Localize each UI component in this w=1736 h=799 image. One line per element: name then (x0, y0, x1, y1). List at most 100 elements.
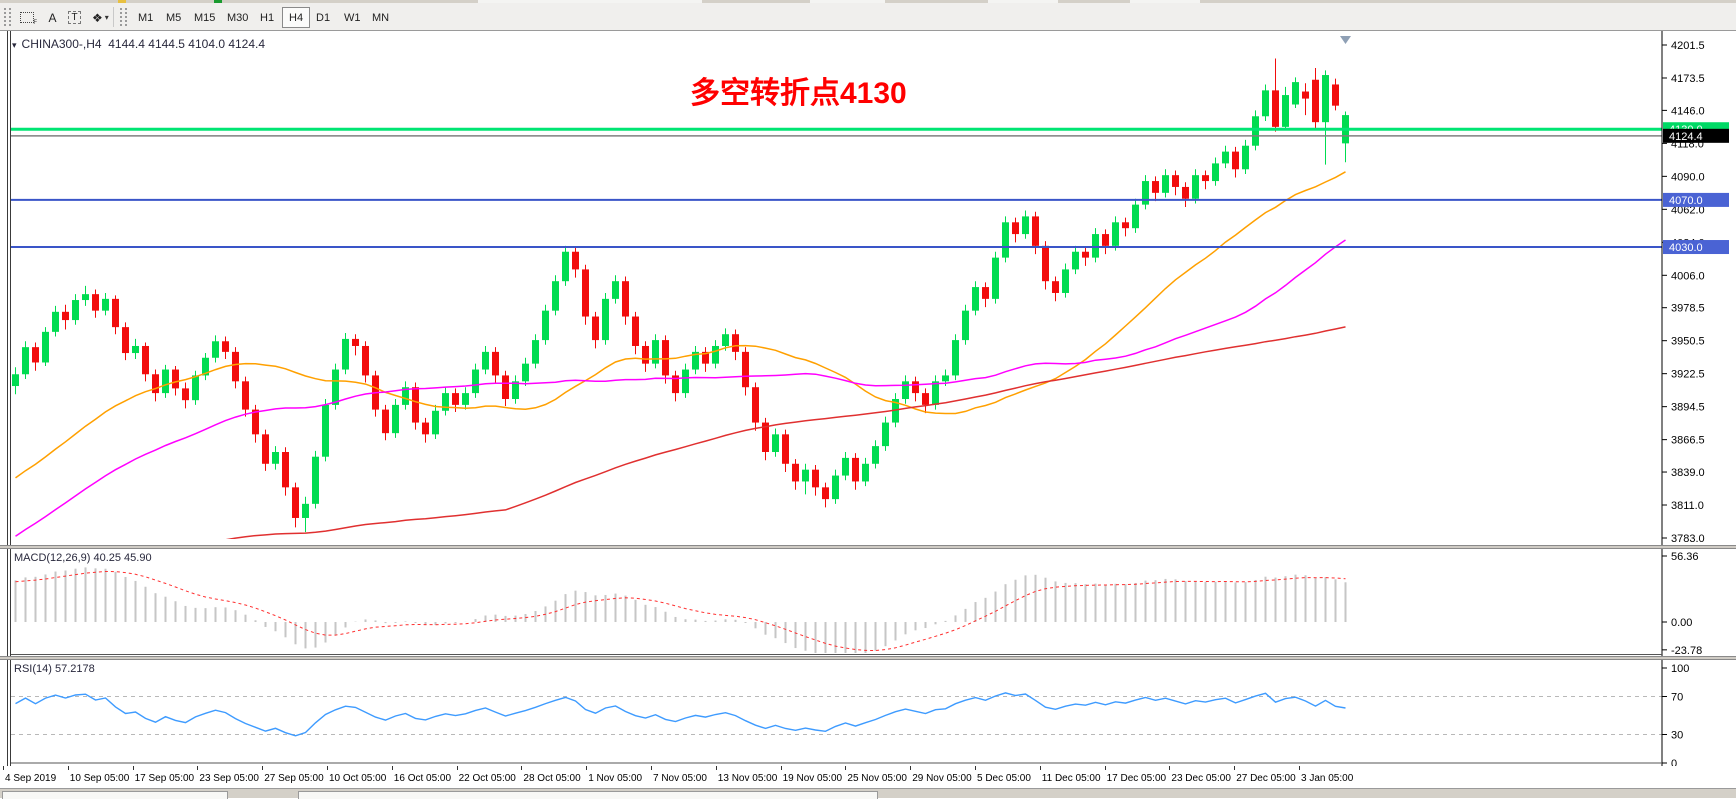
clipped-ui-fragment (810, 0, 885, 3)
x-axis-tick (1104, 766, 1106, 770)
x-axis-tick (651, 766, 652, 770)
x-axis-label: 17 Dec 05:00 (1106, 773, 1167, 784)
x-axis-label: 7 Nov 05:00 (653, 773, 707, 784)
x-axis-label: 4 Sep 2019 (5, 773, 57, 784)
svg-text:3783.0: 3783.0 (1671, 533, 1705, 545)
timeframe-m5[interactable]: M5 (166, 11, 182, 24)
toolbar-drag-handle[interactable] (120, 8, 127, 26)
clipped-tab[interactable] (2, 791, 228, 799)
x-axis-label: 10 Oct 05:00 (329, 773, 387, 784)
x-axis-label: 3 Jan 05:00 (1301, 773, 1354, 784)
timeframe-mn[interactable]: MN (372, 11, 390, 24)
x-axis-tick (327, 766, 328, 770)
timeframe-d1[interactable]: D1 (316, 11, 331, 24)
moving-averages-group (15, 171, 1346, 539)
svg-text:4006.0: 4006.0 (1671, 270, 1705, 282)
macd-axis-ticks: 56.36 0.00 -23.78 (1662, 551, 1702, 656)
macd-indicator-label: MACD(12,26,9) 40.25 45.90 (14, 552, 152, 564)
x-axis-label: 25 Nov 05:00 (847, 773, 907, 784)
svg-text:3839.0: 3839.0 (1671, 467, 1705, 479)
x-axis-tick (456, 766, 458, 770)
chart-left-frame (7, 31, 8, 788)
timeframe-m1[interactable]: M1 (138, 11, 154, 24)
candlestick-chart[interactable]: 4201.54173.54146.04118.04090.04062.04034… (0, 31, 1736, 545)
chart-window (0, 31, 1736, 788)
fast-ma-line (15, 171, 1346, 479)
svg-text:0: 0 (1671, 758, 1677, 766)
macd-histogram (14, 567, 1347, 653)
x-axis-tick (1169, 766, 1171, 770)
horizontal-levels-group[interactable] (11, 127, 1662, 249)
timeframe-h1[interactable]: H1 (260, 11, 275, 24)
chart-left-frame (10, 31, 11, 788)
arrows-tool-icon[interactable]: ❖ ▾ (92, 10, 109, 25)
svg-text:30: 30 (1671, 730, 1683, 742)
svg-text:4030.0: 4030.0 (1669, 242, 1703, 254)
medium-ma-line (15, 239, 1346, 537)
clipped-ui-fragment (1130, 0, 1200, 3)
svg-text:3811.0: 3811.0 (1671, 500, 1704, 512)
x-axis-tick (910, 766, 912, 770)
svg-text:4070.0: 4070.0 (1669, 195, 1703, 207)
clipped-icon-fragment (118, 0, 126, 3)
svg-text:4090.0: 4090.0 (1671, 171, 1705, 183)
candles-group (12, 58, 1349, 533)
x-axis-tick (1234, 766, 1236, 770)
svg-text:70: 70 (1671, 692, 1683, 704)
svg-text:56.36: 56.36 (1671, 551, 1699, 563)
expand-data-icon[interactable]: ▾ (12, 40, 17, 50)
rsi-chart[interactable]: 100 70 30 0 (0, 660, 1736, 766)
x-axis-tick (67, 766, 69, 770)
toolbar-separator (113, 7, 114, 27)
svg-text:3922.5: 3922.5 (1671, 369, 1705, 381)
x-axis-label: 27 Dec 05:00 (1236, 773, 1296, 784)
svg-text:4146.0: 4146.0 (1671, 105, 1705, 117)
toolbar-drag-handle[interactable] (4, 8, 11, 26)
slow-ma-line (225, 326, 1346, 539)
svg-text:3866.5: 3866.5 (1671, 435, 1705, 447)
text-label-tool-icon[interactable]: T (64, 7, 85, 28)
x-axis-label: 29 Nov 05:00 (912, 773, 972, 784)
panel-splitter[interactable] (0, 545, 1736, 549)
top-clipped-toolbar-row (0, 0, 1736, 3)
clipped-tab[interactable] (298, 791, 878, 799)
timeframe-m30[interactable]: M30 (227, 11, 249, 24)
timeframe-h4[interactable]: H4 (282, 7, 311, 28)
svg-text:0.00: 0.00 (1671, 617, 1692, 629)
price-axis-ticks: 4201.54173.54146.04118.04090.04062.04034… (1662, 40, 1705, 545)
symbol-ohlc-text: CHINA300-,H4 4144.4 4144.5 4104.0 4124.4 (21, 37, 266, 51)
x-axis-tick (132, 766, 134, 770)
symbol-ohlc-line: ▾ CHINA300-,H4 4144.4 4144.5 4104.0 4124.… (12, 37, 265, 51)
bottom-clipped-tab-row (0, 788, 1736, 799)
x-axis-label: 11 Dec 05:00 (1041, 773, 1101, 784)
x-axis-label: 22 Oct 05:00 (458, 773, 516, 784)
macd-chart[interactable]: 56.36 0.00 -23.78 (0, 549, 1736, 656)
clipped-icon-fragment (214, 0, 222, 3)
x-axis-label: 13 Nov 05:00 (717, 773, 778, 784)
x-axis-tick (262, 766, 264, 770)
time-axis: 4 Sep 2019 10 Sep 05:00 17 Sep 05:00 23 Sep… (0, 766, 1736, 788)
clipped-ui-fragment (988, 0, 1058, 3)
x-axis-tick (975, 766, 976, 770)
svg-text:4124.4: 4124.4 (1669, 131, 1703, 143)
clipped-ui-fragment (478, 0, 702, 3)
panel-splitter[interactable] (0, 656, 1736, 660)
text-tool-icon[interactable]: A (48, 10, 57, 25)
x-axis-label: 27 Sep 05:00 (264, 773, 324, 784)
dotted-frame-tool-icon[interactable]: F (16, 7, 38, 28)
x-axis-label: 16 Oct 05:00 (393, 773, 452, 784)
svg-text:3950.5: 3950.5 (1671, 336, 1705, 348)
timeframe-w1[interactable]: W1 (344, 11, 361, 24)
x-axis-tick (586, 766, 588, 770)
x-axis-tick (845, 766, 847, 770)
svg-text:3978.5: 3978.5 (1671, 303, 1705, 315)
x-axis-label: 5 Dec 05:00 (977, 773, 1031, 784)
chart-shift-marker-icon[interactable] (1340, 36, 1351, 44)
x-axis-tick (1299, 766, 1300, 770)
x-axis-tick (197, 766, 199, 770)
x-axis-label: 23 Dec 05:00 (1171, 773, 1231, 784)
svg-text:4173.5: 4173.5 (1671, 73, 1705, 85)
svg-text:100: 100 (1671, 663, 1689, 675)
timeframe-m15[interactable]: M15 (194, 11, 216, 24)
